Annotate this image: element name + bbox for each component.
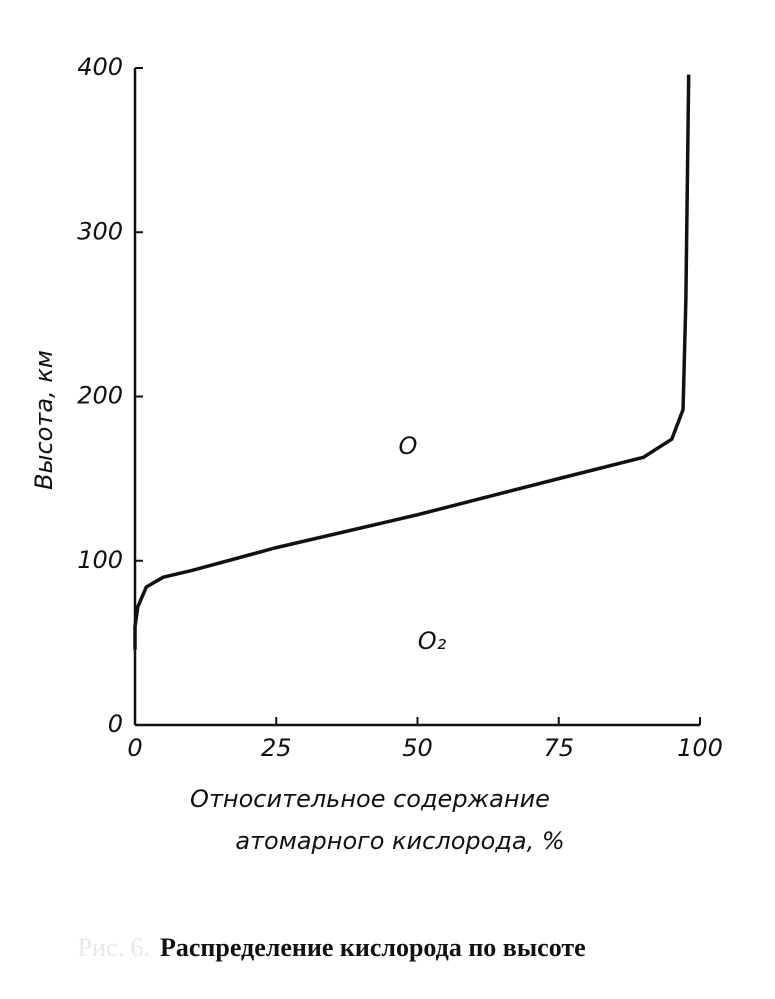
y-tick-label: 0 (108, 710, 123, 738)
x-axis-label: Относительное содержание (190, 785, 550, 813)
y-tick-label: 300 (77, 217, 123, 245)
x-tick-label: 0 (127, 734, 142, 762)
x-tick-label: 50 (402, 734, 433, 762)
x-tick-label: 75 (543, 734, 574, 762)
y-tick-label: 100 (77, 546, 123, 574)
y-tick-label: 200 (77, 382, 123, 410)
x-tick-label: 25 (261, 734, 292, 762)
y-tick-label: 400 (77, 53, 123, 81)
x-axis-label: атомарного кислорода, % (235, 827, 564, 855)
annotation: O₂ (418, 627, 447, 655)
annotation: O (399, 432, 418, 460)
chart-title: Распределение кислорода по высоте (160, 933, 586, 962)
figure-label: Рис. 6. (78, 933, 150, 962)
x-tick-label: 100 (677, 734, 723, 762)
y-axis-label: Высота, км (30, 350, 58, 490)
data-line (133, 74, 691, 650)
